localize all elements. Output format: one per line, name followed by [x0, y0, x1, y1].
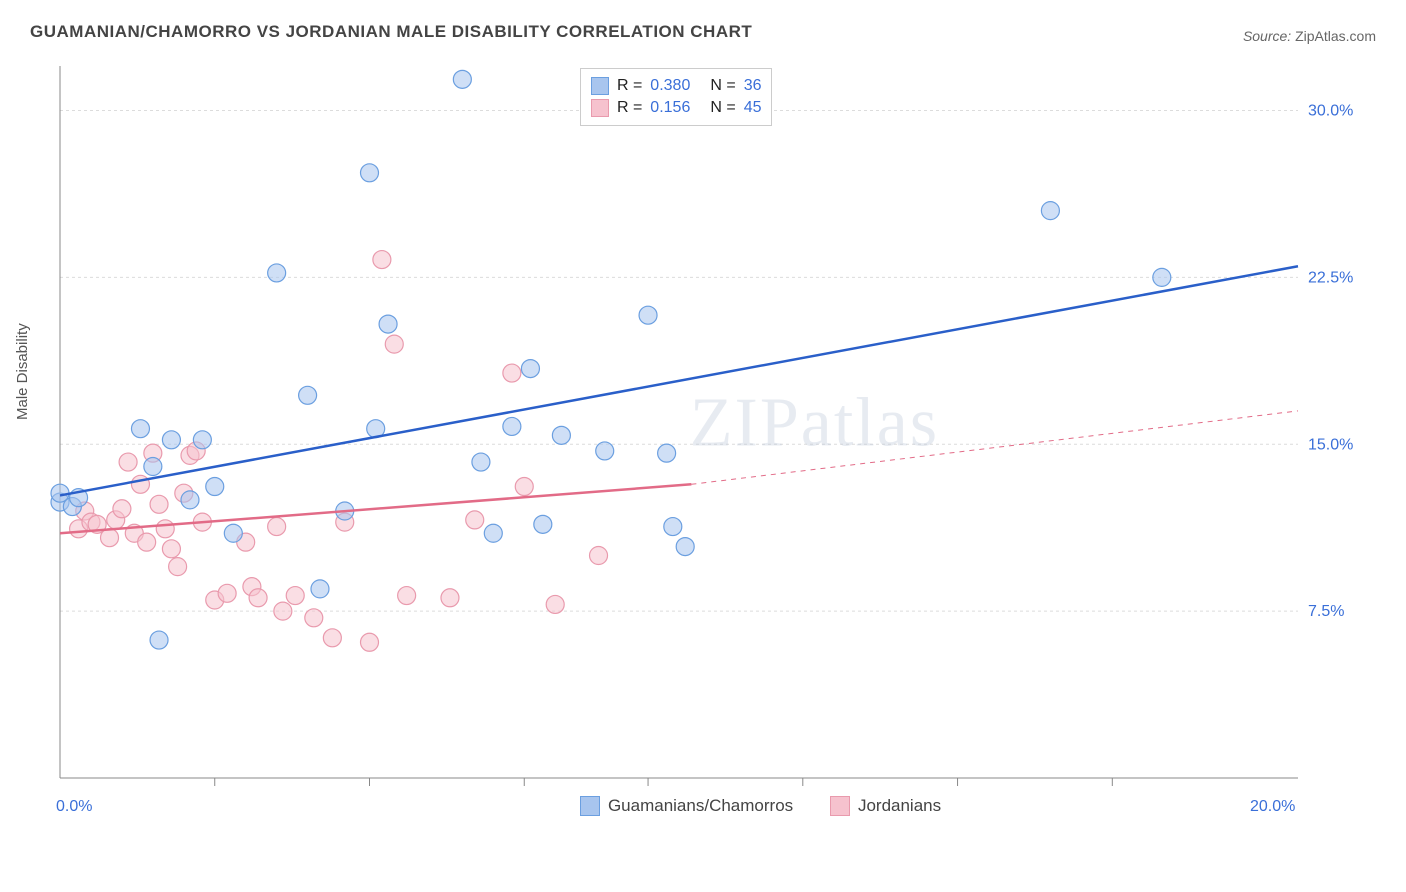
svg-text:7.5%: 7.5% [1308, 603, 1344, 620]
legend-series-label: Jordanians [858, 796, 941, 816]
y-axis-label: Male Disability [14, 323, 31, 420]
legend-r-value: 0.156 [650, 97, 690, 119]
svg-text:22.5%: 22.5% [1308, 269, 1353, 286]
chart-title: GUAMANIAN/CHAMORRO VS JORDANIAN MALE DIS… [30, 22, 752, 42]
legend-n-value: 45 [744, 97, 762, 119]
legend-r-value: 0.380 [650, 75, 690, 97]
legend-swatch [591, 77, 609, 95]
legend-correlation-box: R = 0.380 N = 36 R = 0.156 N = 45 [580, 68, 773, 126]
legend-n-label: N = [710, 97, 735, 119]
legend-n-label: N = [710, 75, 735, 97]
source-value: ZipAtlas.com [1295, 28, 1376, 44]
svg-text:15.0%: 15.0% [1308, 436, 1353, 453]
legend-swatch [830, 796, 850, 816]
source-attribution: Source: ZipAtlas.com [1243, 28, 1376, 44]
svg-text:30.0%: 30.0% [1308, 103, 1353, 120]
legend-series: Jordanians [830, 796, 941, 816]
legend-series-label: Guamanians/Chamorros [608, 796, 793, 816]
axis-tick-label: 20.0% [1250, 798, 1295, 816]
plot-area: 7.5% 15.0% 22.5% 30.0% ZIPatlas [50, 58, 1368, 818]
legend-series: Guamanians/Chamorros [580, 796, 793, 816]
legend-r-label: R = [617, 97, 642, 119]
legend-r-label: R = [617, 75, 642, 97]
svg-text:ZIPatlas: ZIPatlas [690, 385, 939, 462]
legend-row: R = 0.156 N = 45 [591, 97, 762, 119]
legend-swatch [591, 99, 609, 117]
scatter-chart-svg: 7.5% 15.0% 22.5% 30.0% ZIPatlas [50, 58, 1368, 818]
legend-n-value: 36 [744, 75, 762, 97]
legend-swatch [580, 796, 600, 816]
legend-row: R = 0.380 N = 36 [591, 75, 762, 97]
source-label: Source: [1243, 28, 1291, 44]
axis-tick-label: 0.0% [56, 798, 92, 816]
